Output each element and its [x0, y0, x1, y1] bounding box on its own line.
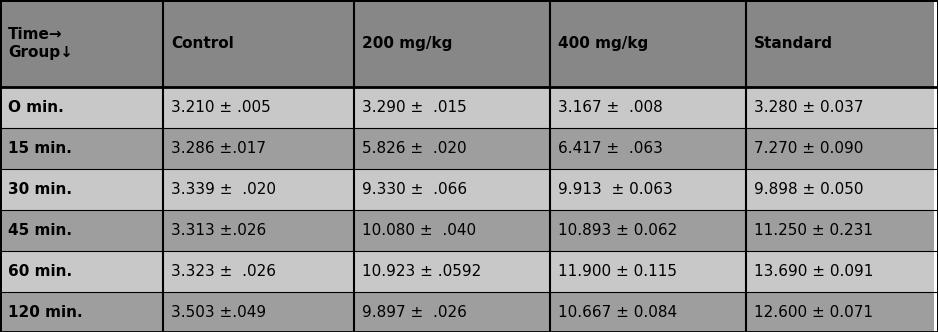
Bar: [354, 87, 550, 128]
Bar: [0, 251, 163, 292]
Text: 10.923 ± .0592: 10.923 ± .0592: [362, 264, 481, 279]
Bar: [0, 128, 163, 169]
Text: 7.270 ± 0.090: 7.270 ± 0.090: [754, 141, 863, 156]
Text: O min.: O min.: [8, 100, 64, 115]
Text: 120 min.: 120 min.: [8, 305, 83, 320]
Bar: [746, 128, 934, 169]
Text: 3.339 ±  .020: 3.339 ± .020: [171, 182, 276, 197]
Text: 6.417 ±  .063: 6.417 ± .063: [558, 141, 663, 156]
Text: 3.323 ±  .026: 3.323 ± .026: [171, 264, 276, 279]
Text: 3.286 ±.017: 3.286 ±.017: [171, 141, 266, 156]
Text: 9.897 ±  .026: 9.897 ± .026: [362, 305, 467, 320]
Bar: [550, 251, 746, 292]
Text: 11.250 ± 0.231: 11.250 ± 0.231: [754, 223, 873, 238]
Text: 10.667 ± 0.084: 10.667 ± 0.084: [558, 305, 677, 320]
Bar: [354, 210, 550, 251]
Bar: [550, 210, 746, 251]
Bar: [0, 169, 163, 210]
Bar: [0, 87, 163, 128]
Bar: [163, 292, 354, 332]
Bar: [354, 128, 550, 169]
Text: 12.600 ± 0.071: 12.600 ± 0.071: [754, 305, 873, 320]
Text: 10.080 ±  .040: 10.080 ± .040: [362, 223, 477, 238]
Text: 3.290 ±  .015: 3.290 ± .015: [362, 100, 467, 115]
Bar: [163, 0, 354, 87]
Text: 9.330 ±  .066: 9.330 ± .066: [362, 182, 467, 197]
Text: 15 min.: 15 min.: [8, 141, 72, 156]
Bar: [746, 169, 934, 210]
Text: 3.167 ±  .008: 3.167 ± .008: [558, 100, 663, 115]
Bar: [354, 0, 550, 87]
Text: Control: Control: [171, 36, 234, 51]
Bar: [550, 292, 746, 332]
Bar: [163, 169, 354, 210]
Text: 45 min.: 45 min.: [8, 223, 72, 238]
Text: 30 min.: 30 min.: [8, 182, 72, 197]
Text: 200 mg/kg: 200 mg/kg: [362, 36, 452, 51]
Text: Standard: Standard: [754, 36, 833, 51]
Bar: [746, 292, 934, 332]
Bar: [746, 0, 934, 87]
Bar: [163, 128, 354, 169]
Bar: [746, 251, 934, 292]
Text: 3.210 ± .005: 3.210 ± .005: [171, 100, 271, 115]
Text: 3.313 ±.026: 3.313 ±.026: [171, 223, 266, 238]
Bar: [163, 210, 354, 251]
Text: 9.913  ± 0.063: 9.913 ± 0.063: [558, 182, 673, 197]
Bar: [550, 128, 746, 169]
Bar: [354, 169, 550, 210]
Bar: [163, 251, 354, 292]
Text: 400 mg/kg: 400 mg/kg: [558, 36, 648, 51]
Text: 13.690 ± 0.091: 13.690 ± 0.091: [754, 264, 873, 279]
Bar: [0, 210, 163, 251]
Bar: [354, 292, 550, 332]
Bar: [550, 169, 746, 210]
Text: 3.280 ± 0.037: 3.280 ± 0.037: [754, 100, 864, 115]
Text: Time→
Group↓: Time→ Group↓: [8, 27, 73, 60]
Bar: [163, 87, 354, 128]
Text: 5.826 ±  .020: 5.826 ± .020: [362, 141, 466, 156]
Text: 9.898 ± 0.050: 9.898 ± 0.050: [754, 182, 864, 197]
Bar: [354, 251, 550, 292]
Bar: [550, 0, 746, 87]
Text: 60 min.: 60 min.: [8, 264, 72, 279]
Bar: [550, 87, 746, 128]
Text: 3.503 ±.049: 3.503 ±.049: [171, 305, 266, 320]
Bar: [746, 87, 934, 128]
Bar: [0, 292, 163, 332]
Text: 11.900 ± 0.115: 11.900 ± 0.115: [558, 264, 677, 279]
Bar: [746, 210, 934, 251]
Bar: [0, 0, 163, 87]
Text: 10.893 ± 0.062: 10.893 ± 0.062: [558, 223, 677, 238]
